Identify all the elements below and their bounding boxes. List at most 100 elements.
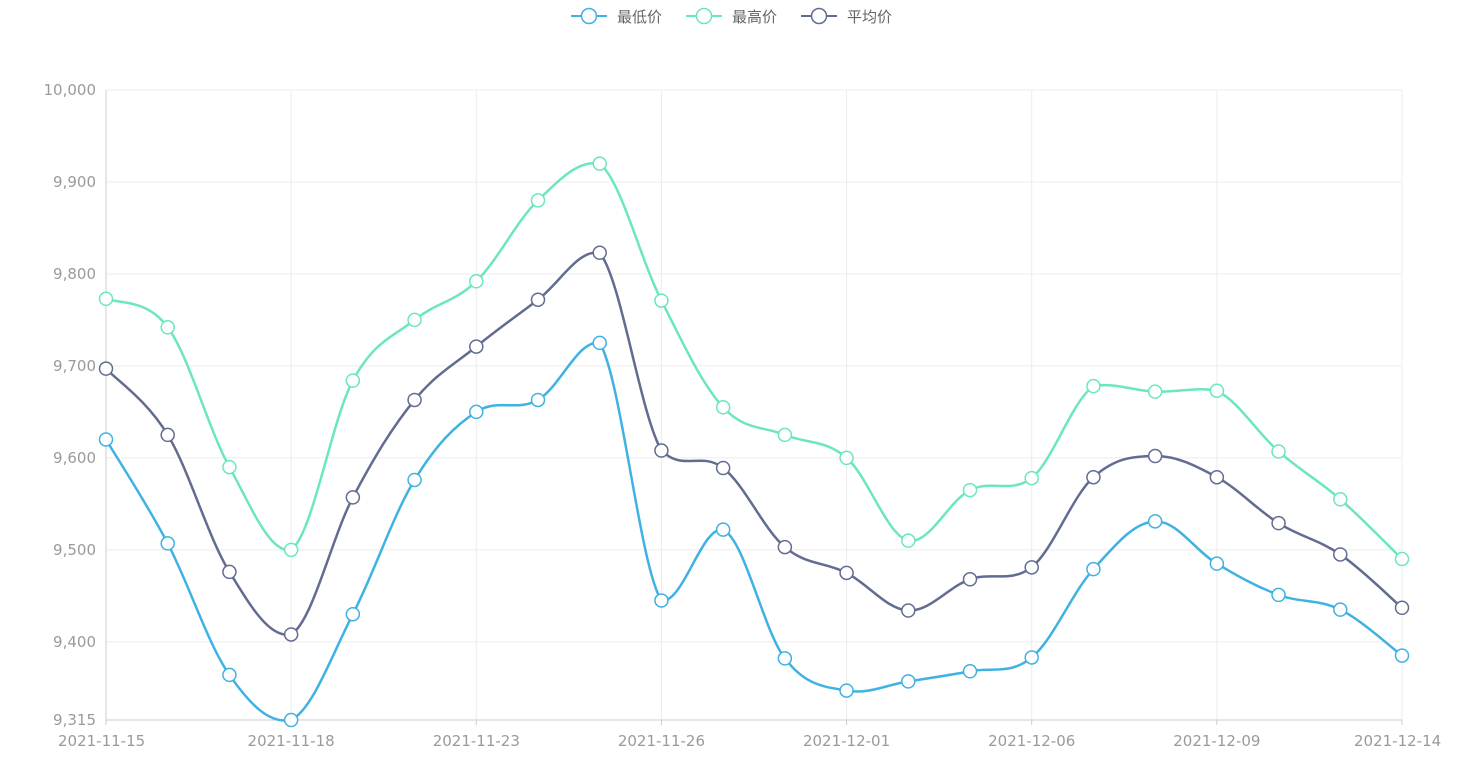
data-point[interactable] <box>777 539 793 555</box>
data-point[interactable] <box>283 542 299 558</box>
x-tick-label: 2021-12-01 <box>803 732 890 750</box>
data-point[interactable] <box>530 392 546 408</box>
data-point[interactable] <box>777 427 793 443</box>
data-point[interactable] <box>407 472 422 488</box>
y-tick-label: 9,500 <box>53 541 96 559</box>
data-point[interactable] <box>222 564 237 580</box>
data-point[interactable] <box>1086 561 1101 577</box>
data-point[interactable] <box>654 293 669 308</box>
data-point[interactable] <box>1086 378 1101 394</box>
axes: 9,315 9,400 9,500 9,600 9,700 9,800 9,900 10,00… <box>44 81 1442 750</box>
data-point[interactable] <box>160 536 175 551</box>
series-line <box>105 161 1403 560</box>
x-tick-label: 2021-12-14 <box>1354 732 1441 750</box>
data-point[interactable] <box>1086 469 1101 485</box>
data-point[interactable] <box>1271 444 1286 459</box>
data-point[interactable] <box>469 274 484 289</box>
data-point[interactable] <box>654 593 669 608</box>
y-tick-label: 9,600 <box>53 449 96 467</box>
y-tick-label: 9,400 <box>53 633 96 651</box>
legend-circle-marker <box>695 7 713 25</box>
data-point[interactable] <box>592 245 607 261</box>
series-lines <box>98 156 1410 728</box>
data-point[interactable] <box>777 651 793 666</box>
data-point[interactable] <box>160 320 175 335</box>
data-point[interactable] <box>839 565 854 581</box>
data-point[interactable] <box>654 443 669 458</box>
data-point[interactable] <box>222 667 237 683</box>
data-point[interactable] <box>962 572 978 587</box>
data-point[interactable] <box>98 291 114 307</box>
series-line <box>104 341 1403 722</box>
data-point[interactable] <box>1209 383 1225 398</box>
legend-label: 平均价 <box>847 8 892 26</box>
data-point[interactable] <box>1394 648 1410 663</box>
series-1 <box>98 335 1410 728</box>
data-point[interactable] <box>1333 492 1348 507</box>
legend-label: 最低价 <box>617 8 662 26</box>
data-point[interactable] <box>839 683 854 698</box>
data-point[interactable] <box>1333 547 1348 562</box>
data-point[interactable] <box>1147 514 1163 529</box>
data-point[interactable] <box>1271 587 1286 603</box>
data-point[interactable] <box>283 712 299 728</box>
data-point[interactable] <box>962 482 978 498</box>
data-point[interactable] <box>592 156 607 171</box>
data-point[interactable] <box>407 312 422 328</box>
x-tick-label: 2021-11-23 <box>433 732 520 750</box>
data-point[interactable] <box>1024 470 1039 486</box>
legend-label: 最高价 <box>732 8 777 26</box>
data-point[interactable] <box>469 404 484 420</box>
y-tick-label: 9,315 <box>53 711 96 729</box>
x-tick-label: 2021-11-18 <box>248 732 335 750</box>
data-point[interactable] <box>1271 515 1286 531</box>
data-point[interactable] <box>530 292 546 307</box>
data-point[interactable] <box>345 490 361 505</box>
data-point[interactable] <box>901 533 916 548</box>
x-tick-label: 2021-11-26 <box>618 732 705 750</box>
data-point[interactable] <box>1209 469 1225 485</box>
y-tick-label: 9,700 <box>53 357 96 375</box>
data-point[interactable] <box>98 432 114 447</box>
legend-item-1[interactable]: 最低价 <box>571 7 662 26</box>
data-point[interactable] <box>1333 602 1348 617</box>
data-point[interactable] <box>1394 551 1410 567</box>
x-tick-label: 2021-12-09 <box>1173 732 1260 750</box>
data-point[interactable] <box>1147 448 1163 464</box>
data-point[interactable] <box>962 664 978 679</box>
data-point[interactable] <box>98 361 114 376</box>
data-point[interactable] <box>469 339 484 354</box>
y-tick-label: 9,900 <box>53 173 96 191</box>
series-line <box>105 251 1403 636</box>
legend: 最低价 最高价 平均价 <box>571 7 892 26</box>
data-point[interactable] <box>345 373 361 388</box>
data-point[interactable] <box>1394 600 1410 616</box>
data-point[interactable] <box>592 335 607 351</box>
data-point[interactable] <box>283 627 299 642</box>
data-point[interactable] <box>407 392 422 408</box>
data-point[interactable] <box>345 606 361 622</box>
data-point[interactable] <box>530 193 546 208</box>
data-point[interactable] <box>839 450 854 466</box>
data-point[interactable] <box>715 522 731 537</box>
y-tick-label: 10,000 <box>44 81 97 99</box>
legend-item-2[interactable]: 最高价 <box>686 7 777 26</box>
data-point[interactable] <box>160 427 175 443</box>
data-point[interactable] <box>715 460 731 476</box>
data-point[interactable] <box>901 674 916 689</box>
data-point[interactable] <box>222 459 237 475</box>
data-point[interactable] <box>1147 384 1163 399</box>
x-tick-label: 2021-12-06 <box>988 732 1075 750</box>
x-tick-label: 2021-11-15 <box>58 732 145 750</box>
data-point[interactable] <box>1209 556 1225 571</box>
data-point[interactable] <box>715 400 731 415</box>
data-point[interactable] <box>901 603 916 618</box>
series-2 <box>98 156 1410 567</box>
data-point[interactable] <box>1024 560 1039 575</box>
data-point[interactable] <box>1024 650 1039 665</box>
y-tick-label: 9,800 <box>53 265 96 283</box>
legend-item-3[interactable]: 平均价 <box>801 7 892 26</box>
legend-circle-marker <box>810 7 828 25</box>
